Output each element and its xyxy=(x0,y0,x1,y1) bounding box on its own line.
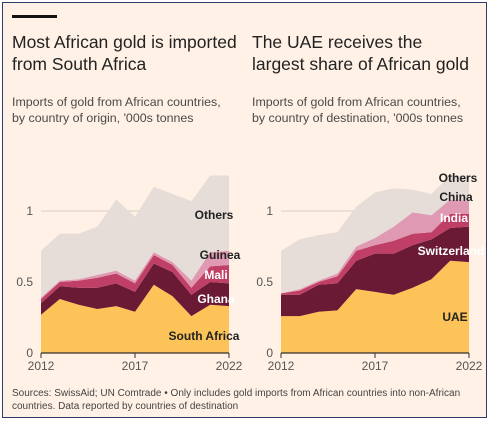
series-label-south-africa: South Africa xyxy=(169,329,240,343)
left-chart-subtitle: Imports of gold from African countries, … xyxy=(12,95,221,125)
x-tick-label: 2017 xyxy=(122,359,149,373)
chart-card: Most African gold is imported from South… xyxy=(2,2,487,418)
area-others xyxy=(281,175,469,294)
series-label-uae: UAE xyxy=(442,310,467,324)
right-chart-title: The UAE receives the largest share of Af… xyxy=(252,32,469,74)
header-rule xyxy=(12,15,57,18)
x-tick-label: 2017 xyxy=(362,359,389,373)
area-south-africa xyxy=(41,284,229,353)
source-note: Sources: SwissAid; UN Comtrade • Only in… xyxy=(12,388,461,412)
series-label-india: India xyxy=(440,211,468,225)
series-label-china: China xyxy=(439,190,473,204)
x-tick-label: 2012 xyxy=(28,359,55,373)
right-area-chart: 0 0.5 1 2012 2017 2022 UAE Switzerland India Chin… xyxy=(256,171,485,373)
x-tick-label: 2022 xyxy=(216,359,243,373)
y-tick-label: 1 xyxy=(266,204,273,218)
series-label-switzerland: Switzerland xyxy=(418,244,485,258)
right-chart-subtitle: Imports of gold from African countries, … xyxy=(252,95,464,125)
x-tick-label: 2022 xyxy=(456,359,483,373)
series-label-others: Others xyxy=(195,208,234,222)
series-label-guinea: Guinea xyxy=(200,248,241,262)
area-china xyxy=(281,199,469,294)
area-others xyxy=(41,175,229,298)
left-chart-title: Most African gold is imported from South… xyxy=(12,32,237,74)
series-label-mali: Mali xyxy=(204,268,227,282)
area-uae xyxy=(281,260,469,353)
series-label-others: Others xyxy=(439,171,478,185)
y-tick-label: 0 xyxy=(266,346,273,360)
left-area-chart: 0 0.5 1 2012 2017 2022 South Africa Ghana Mali Gu… xyxy=(16,175,243,373)
y-tick-label: 1 xyxy=(26,204,33,218)
y-tick-label: 0 xyxy=(26,346,33,360)
y-tick-label: 0.5 xyxy=(16,275,33,289)
area-guinea xyxy=(41,250,229,299)
area-ghana xyxy=(41,263,229,317)
y-tick-label: 0.5 xyxy=(256,275,273,289)
area-india xyxy=(281,213,469,295)
series-label-ghana: Ghana xyxy=(197,292,235,306)
area-switzerland xyxy=(281,226,469,317)
x-tick-label: 2012 xyxy=(268,359,295,373)
